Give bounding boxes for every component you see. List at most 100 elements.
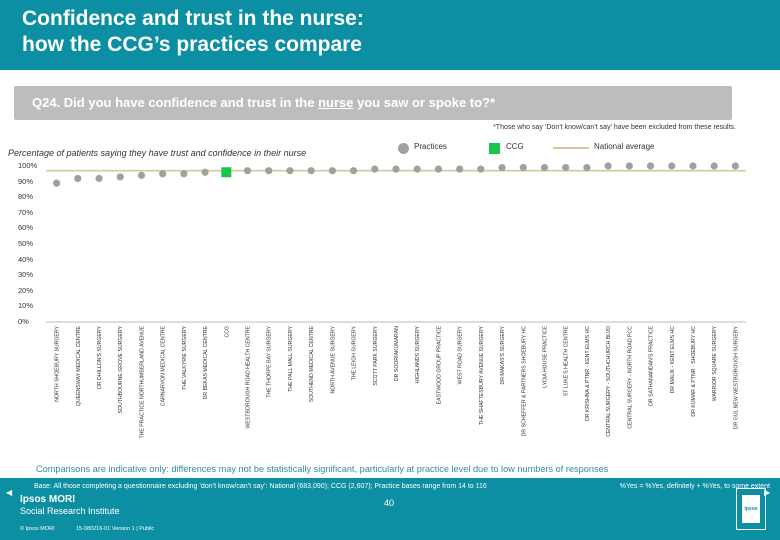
comparison-disclaimer: Comparisons are indicative only: differe…	[36, 464, 609, 474]
practice-point	[53, 179, 61, 187]
question-suffix: you saw or spoke to?*	[353, 95, 496, 110]
x-tick-label: EASTWOOD GROUP PRACTICE	[436, 325, 442, 404]
copyright: © Ipsos MORI	[20, 526, 55, 532]
practice-point	[540, 163, 549, 172]
y-tick-label: 90%	[18, 176, 34, 186]
x-tick-label: HIGHLANDS SURGERY	[415, 325, 421, 383]
x-tick-label: WESTBOROUGH ROAD HEALTH CENTRE	[246, 325, 252, 428]
practice-point	[328, 167, 336, 175]
legend-ccg-label: CCG	[506, 142, 524, 151]
x-tick-label: DR GUL NEW WESTBOROUGH SURGERY	[733, 325, 739, 429]
practice-point	[583, 163, 591, 172]
x-tick-label: SOUTHEND MEDICAL CENTRE	[309, 325, 315, 402]
x-tick-label: THE PALL MALL SURGERY	[288, 325, 294, 391]
x-tick-label: THE SHAFTESBURY AVENUE SURGERY	[479, 325, 485, 425]
yes-definition: %Yes = %Yes, definitely + %Yes, to some …	[619, 483, 770, 490]
x-tick-label: WARRIOR SQUARE SURGERY	[712, 325, 718, 401]
practice-point	[731, 162, 739, 170]
practice-point	[689, 162, 697, 170]
practice-point	[201, 168, 209, 176]
question-text: Q24. Did you have confidence and trust i…	[32, 95, 495, 110]
x-tick-label: DR SATHANANDAN'S PRACTICE	[649, 325, 655, 405]
x-tick-label: NORTH AVENUE SURGERY	[330, 325, 336, 393]
page-number: 40	[384, 498, 395, 508]
practice-point	[349, 167, 358, 175]
practice-point	[562, 163, 570, 172]
page-title: Confidence and trust in the nurse: how t…	[22, 7, 364, 56]
practice-point	[243, 167, 252, 175]
legend-ccg-marker	[489, 143, 500, 154]
ipsos-logo: Ipsos	[736, 488, 766, 530]
y-tick-label: 70%	[18, 207, 34, 217]
x-tick-label: THE VALKYRIE SURGERY	[182, 325, 188, 389]
x-tick-label: LYDIA HOUSE PRACTICE	[542, 325, 548, 387]
x-tick-label: DR DHILLON'S SURGERY	[97, 325, 103, 388]
legend-national-marker	[553, 147, 589, 149]
brand-subtitle: Social Research Institute	[20, 506, 120, 516]
x-tick-label: DR SOORIAKUMARAN	[394, 326, 400, 381]
practice-point	[265, 167, 273, 175]
x-tick-label: DR KUMAR & PTNR - SHOEBURY HC	[691, 326, 697, 417]
practice-point	[180, 170, 188, 178]
x-tick-label: DR KRISHNA & PTNR - KENT ELMS HC	[585, 326, 591, 421]
y-tick-label: 40%	[18, 254, 34, 264]
question-emphasis: nurse	[318, 95, 354, 110]
practice-point	[625, 162, 633, 170]
brand-name: Ipsos MORI	[20, 494, 76, 505]
footer-bar: Base: All those completing a questionnai…	[0, 478, 780, 540]
x-tick-label: DR BEKAS MEDICAL CENTRE	[203, 325, 209, 399]
practice-point	[477, 165, 485, 173]
y-tick-label: 10%	[18, 301, 34, 311]
x-tick-label: CCG	[224, 326, 230, 338]
base-note: Base: All those completing a questionnai…	[34, 483, 487, 490]
practice-point	[116, 173, 124, 181]
chart-subtitle: Percentage of patients saying they have …	[8, 148, 307, 158]
practice-point	[392, 165, 400, 173]
x-tick-label: CARNARVON MEDICAL CENTRE	[161, 325, 167, 406]
practice-point	[519, 163, 527, 172]
x-tick-label: CENTRAL SURGERY - SOUTHCHURCH BLVD	[606, 326, 612, 437]
y-tick-label: 20%	[18, 285, 34, 295]
x-tick-label: QUEENSWAY MEDICAL CENTRE	[76, 325, 82, 406]
practice-point	[286, 167, 294, 175]
practice-point	[307, 167, 315, 175]
x-tick-label: NORTH SHOEBURY SURGERY	[55, 325, 61, 401]
practice-point	[371, 165, 379, 173]
x-tick-label: DR MAKAS'S SURGERY	[500, 325, 506, 384]
question-bar: Q24. Did you have confidence and trust i…	[14, 86, 732, 120]
x-tick-label: THE LEIGH SURGERY	[352, 325, 358, 380]
y-tick-label: 0%	[18, 317, 29, 326]
ccg-marker	[221, 167, 232, 178]
x-tick-label: SOUTHBOURNE GROVE SURGERY	[118, 325, 124, 413]
legend-practices-label: Practices	[414, 142, 447, 151]
ipsos-logo-text: Ipsos	[742, 495, 760, 523]
practice-point	[646, 162, 655, 170]
practice-point	[74, 174, 82, 183]
chart-plot: NORTH SHOEBURY SURGERY QUEENSWAY MEDICAL …	[46, 162, 746, 439]
practice-point	[159, 170, 167, 178]
question-prefix: Q24. Did you have confidence and trust i…	[32, 95, 319, 110]
legend-national-label: National average	[594, 142, 655, 151]
y-tick-label: 60%	[18, 223, 34, 233]
next-slide-arrow-icon[interactable]: ▶	[764, 488, 771, 497]
x-tick-label: WEST ROAD SURGERY	[458, 325, 464, 384]
x-tick-label: SCOTT PARK SURGERY	[373, 325, 379, 385]
job-number: 15-080216-01 Version 1 | Public	[76, 526, 155, 532]
practice-point	[604, 162, 612, 170]
legend-practices-marker	[398, 143, 409, 154]
practice-point	[95, 174, 103, 183]
practice-point	[413, 165, 421, 173]
y-tick-label: 80%	[18, 192, 34, 202]
practice-point	[456, 165, 464, 173]
x-tick-label: THE THORPE BAY SURGERY	[267, 325, 273, 397]
practice-point	[434, 165, 443, 173]
header-banner: Confidence and trust in the nurse: how t…	[0, 0, 780, 70]
y-tick-label: 50%	[18, 239, 34, 248]
y-tick-label: 100%	[18, 161, 38, 170]
practice-point	[710, 162, 718, 170]
x-tick-label: DR MALIK - KENT ELMS HC	[670, 326, 676, 394]
practice-point	[498, 163, 506, 172]
x-tick-label: THE PRACTICE NORTHUMBERLAND AVENUE	[139, 325, 145, 438]
practice-point	[668, 162, 676, 170]
prev-slide-arrow-icon[interactable]: ◀	[6, 488, 13, 497]
